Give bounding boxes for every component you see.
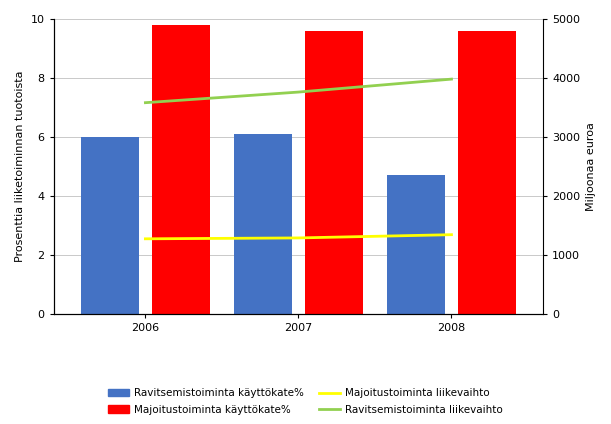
- Y-axis label: Miljoonaa euroa: Miljoonaa euroa: [586, 122, 596, 211]
- Legend: Ravitsemistoiminta käyttökate%, Majoitustoiminta käyttökate%, Majoitustoiminta l: Ravitsemistoiminta käyttökate%, Majoitus…: [104, 384, 507, 419]
- Bar: [304, 31, 363, 314]
- Bar: [81, 137, 139, 314]
- Bar: [152, 25, 210, 314]
- Bar: [387, 175, 445, 314]
- Bar: [458, 31, 516, 314]
- Y-axis label: Prosenttia liiketoiminnan tuotoista: Prosenttia liiketoiminnan tuotoista: [15, 70, 25, 262]
- Bar: [234, 134, 292, 314]
